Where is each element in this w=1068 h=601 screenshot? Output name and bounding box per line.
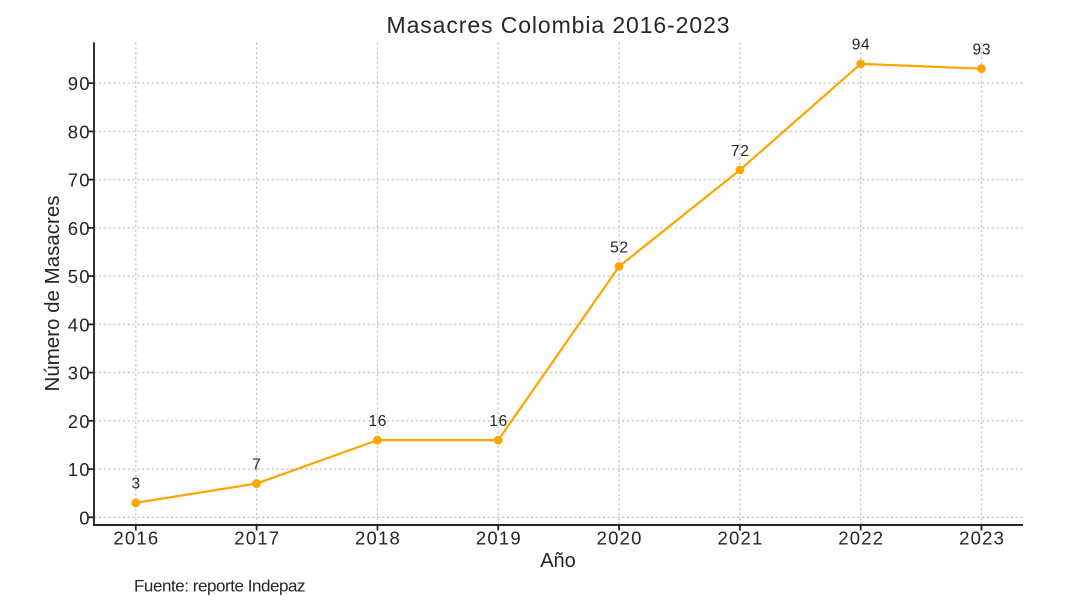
svg-text:52: 52 (610, 239, 629, 256)
svg-text:72: 72 (731, 143, 750, 160)
svg-text:70: 70 (68, 170, 91, 191)
svg-text:Año: Año (540, 550, 576, 572)
svg-text:Fuente: reporte Indepaz: Fuente: reporte Indepaz (134, 576, 305, 595)
svg-text:30: 30 (68, 363, 91, 384)
svg-text:20: 20 (68, 411, 91, 432)
svg-text:2018: 2018 (355, 527, 401, 548)
svg-text:16: 16 (368, 413, 387, 430)
svg-text:2019: 2019 (476, 527, 522, 548)
svg-text:2020: 2020 (597, 527, 643, 548)
svg-text:2016: 2016 (113, 527, 159, 548)
svg-text:Número de Masacres: Número de Masacres (41, 196, 64, 392)
svg-text:2021: 2021 (717, 527, 763, 548)
svg-text:16: 16 (489, 413, 508, 430)
svg-text:0: 0 (79, 507, 91, 528)
svg-text:60: 60 (68, 218, 91, 239)
svg-text:90: 90 (68, 73, 91, 94)
svg-text:2023: 2023 (959, 527, 1005, 548)
svg-text:80: 80 (68, 121, 91, 142)
svg-text:10: 10 (68, 459, 91, 480)
svg-text:93: 93 (973, 42, 992, 59)
svg-text:Masacres Colombia 2016-2023: Masacres Colombia 2016-2023 (387, 12, 731, 38)
svg-text:2022: 2022 (838, 527, 884, 548)
svg-text:40: 40 (68, 314, 91, 335)
svg-text:7: 7 (252, 456, 261, 473)
svg-text:50: 50 (68, 266, 91, 287)
svg-text:3: 3 (131, 476, 140, 493)
svg-text:94: 94 (852, 37, 871, 54)
svg-text:2017: 2017 (234, 527, 280, 548)
